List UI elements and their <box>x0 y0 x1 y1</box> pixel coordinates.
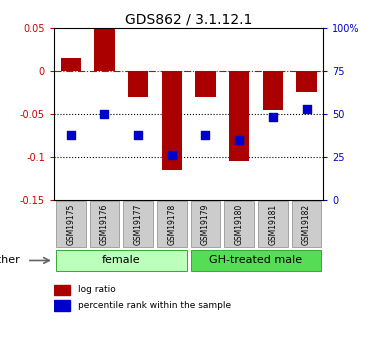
Bar <box>54 300 70 310</box>
Point <box>68 132 74 137</box>
Text: GSM19182: GSM19182 <box>302 204 311 245</box>
Bar <box>292 201 321 247</box>
Text: GSM19175: GSM19175 <box>66 204 75 245</box>
Bar <box>263 71 283 110</box>
Bar <box>56 201 85 247</box>
Point <box>135 132 141 137</box>
Bar <box>90 201 119 247</box>
Bar <box>296 71 316 92</box>
Point <box>236 137 242 142</box>
Bar <box>128 71 148 97</box>
Text: log ratio: log ratio <box>78 285 116 294</box>
Text: GSM19179: GSM19179 <box>201 204 210 245</box>
Bar <box>191 201 220 247</box>
Bar <box>54 285 70 295</box>
Text: GH-treated male: GH-treated male <box>209 256 303 265</box>
Bar <box>56 250 187 271</box>
Title: GDS862 / 3.1.12.1: GDS862 / 3.1.12.1 <box>125 12 252 27</box>
Text: GSM19176: GSM19176 <box>100 204 109 245</box>
Bar <box>61 58 81 71</box>
Bar <box>94 28 115 71</box>
Text: other: other <box>0 256 20 265</box>
Point <box>303 106 310 111</box>
Bar <box>229 71 249 161</box>
Text: female: female <box>102 256 141 265</box>
Text: GSM19177: GSM19177 <box>134 204 142 245</box>
Text: percentile rank within the sample: percentile rank within the sample <box>78 301 231 310</box>
Text: GSM19181: GSM19181 <box>268 204 277 245</box>
Text: GSM19180: GSM19180 <box>235 204 244 245</box>
Text: GSM19178: GSM19178 <box>167 204 176 245</box>
Bar <box>191 250 321 271</box>
Bar <box>258 201 288 247</box>
Point <box>101 111 107 117</box>
Point <box>203 132 209 137</box>
Bar <box>224 201 254 247</box>
Bar <box>157 201 187 247</box>
Bar <box>123 201 153 247</box>
Bar <box>196 71 216 97</box>
Bar <box>162 71 182 170</box>
Point <box>169 152 175 158</box>
Point <box>270 115 276 120</box>
